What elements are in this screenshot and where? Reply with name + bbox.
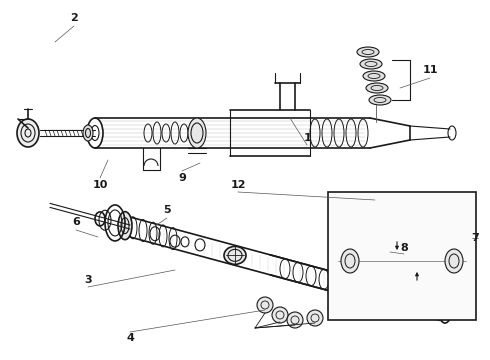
Ellipse shape — [357, 47, 379, 57]
Text: 3: 3 — [84, 275, 92, 285]
Text: 9: 9 — [178, 173, 186, 183]
Ellipse shape — [360, 59, 382, 69]
Ellipse shape — [366, 83, 388, 93]
Ellipse shape — [188, 118, 206, 148]
Circle shape — [307, 310, 323, 326]
Text: 7: 7 — [471, 233, 479, 243]
Ellipse shape — [386, 286, 414, 314]
Text: 8: 8 — [400, 243, 408, 253]
Ellipse shape — [363, 71, 385, 81]
Circle shape — [287, 312, 303, 328]
Ellipse shape — [445, 249, 463, 273]
Circle shape — [257, 297, 273, 313]
Text: 2: 2 — [70, 13, 78, 23]
Text: 11: 11 — [422, 65, 438, 75]
Ellipse shape — [369, 95, 391, 105]
Circle shape — [272, 307, 288, 323]
Text: 5: 5 — [163, 205, 171, 215]
Bar — [328, 192, 476, 320]
Ellipse shape — [118, 212, 132, 240]
Ellipse shape — [17, 119, 39, 147]
Ellipse shape — [341, 249, 359, 273]
Text: 10: 10 — [92, 180, 108, 190]
Text: 12: 12 — [230, 180, 246, 190]
Text: 1: 1 — [304, 133, 312, 143]
Text: 4: 4 — [126, 333, 134, 343]
Ellipse shape — [83, 125, 93, 141]
Text: 6: 6 — [72, 217, 80, 227]
Ellipse shape — [224, 246, 246, 264]
